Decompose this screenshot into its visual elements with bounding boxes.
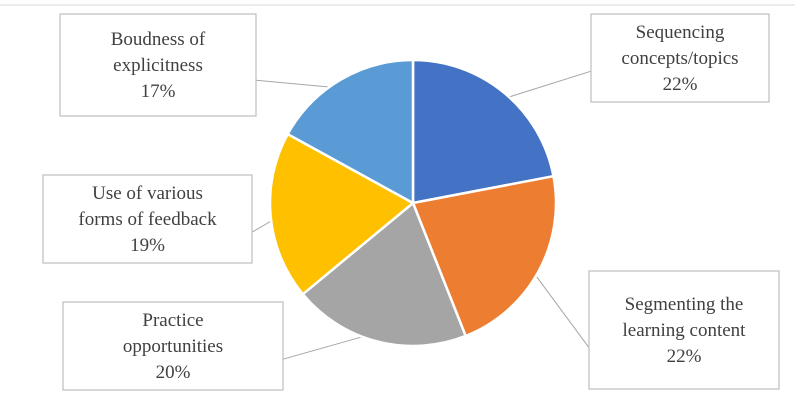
pie-slice-1 bbox=[411, 58, 555, 205]
pie-slice-3 bbox=[301, 200, 468, 348]
callout-box bbox=[590, 13, 770, 103]
data-label-category: Segmenting the bbox=[625, 294, 744, 315]
callout-box bbox=[588, 270, 780, 390]
data-label-category: opportunities bbox=[123, 336, 223, 357]
callout-5: Boudness of explicitness 17% bbox=[59, 13, 257, 117]
data-label-category: concepts/topics bbox=[621, 48, 738, 69]
callout-1: Sequencing concepts/topics 22% bbox=[590, 13, 770, 103]
data-label-category: Practice bbox=[142, 310, 203, 331]
data-label-percent: 22% bbox=[667, 346, 702, 367]
callout-3: Practice opportunities 20% bbox=[62, 301, 284, 391]
callout-box bbox=[42, 174, 253, 264]
callout-2: Segmenting the learning content 22% bbox=[588, 270, 780, 390]
data-label-percent: 20% bbox=[156, 362, 191, 383]
pie-slices bbox=[268, 58, 558, 348]
data-label-percent: 22% bbox=[663, 74, 698, 95]
callout-box bbox=[62, 301, 284, 391]
data-label-percent: 17% bbox=[141, 81, 176, 102]
data-label-percent: 19% bbox=[130, 235, 165, 256]
leader-line-2 bbox=[529, 266, 590, 348]
pie-slice-4 bbox=[268, 132, 416, 296]
data-label-category: learning content bbox=[623, 320, 747, 341]
pie-slice-2 bbox=[411, 174, 558, 338]
data-label-category: Use of various bbox=[92, 183, 203, 204]
data-label-category: forms of feedback bbox=[78, 209, 217, 230]
leader-line-1 bbox=[497, 70, 592, 102]
data-label-category: Sequencing bbox=[636, 22, 725, 43]
data-label-category: Boudness of bbox=[111, 29, 206, 50]
pie-slice-5 bbox=[285, 58, 415, 206]
callout-box bbox=[59, 13, 257, 117]
data-label-category: explicitness bbox=[113, 55, 203, 76]
callout-4: Use of various forms of feedback 19% bbox=[42, 174, 253, 264]
